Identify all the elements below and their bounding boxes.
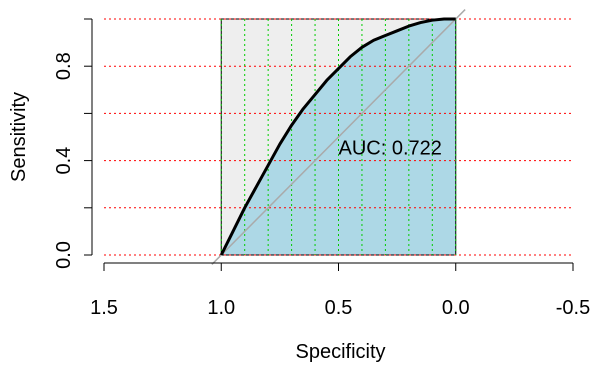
y-axis-title: Sensitivity xyxy=(8,92,30,182)
axis-layer: 1.5 1.0 0.5 0.0 -0.5 0.0 0.4 0.8 xyxy=(53,18,590,319)
x-tick-label: -0.5 xyxy=(556,297,590,319)
y-tick-label: 0.8 xyxy=(53,52,75,80)
x-axis-title: Specificity xyxy=(295,341,385,363)
y-tick-label: 0.4 xyxy=(53,147,75,175)
plot-layer xyxy=(104,9,573,265)
diagonal-reference-line xyxy=(211,9,466,265)
x-tick-label: 1.0 xyxy=(207,297,235,319)
roc-curve-line xyxy=(219,17,456,256)
x-tick-label: 0.0 xyxy=(442,297,470,319)
y-tick-label: 0.0 xyxy=(53,241,75,269)
x-tick-label: 0.5 xyxy=(325,297,353,319)
x-tick-label: 1.5 xyxy=(90,297,118,319)
auc-annotation: AUC: 0.722 xyxy=(339,138,442,160)
